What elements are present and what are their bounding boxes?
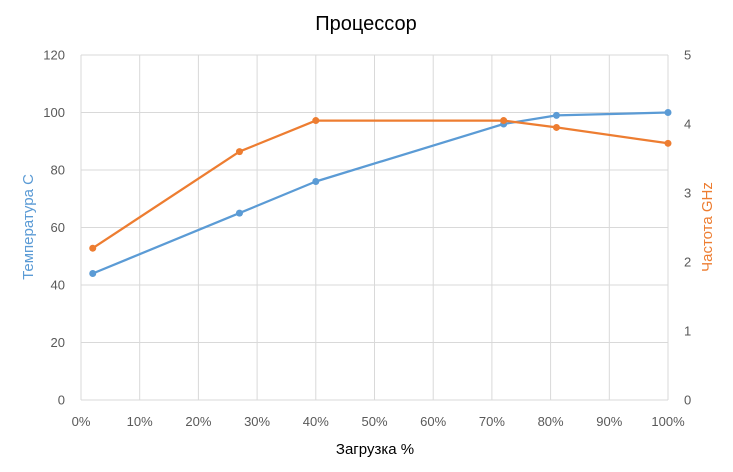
x-tick-label: 70%	[479, 414, 505, 429]
gridlines	[80, 54, 669, 401]
frequency-data-point	[664, 139, 672, 147]
y-tick-label: 0	[58, 393, 65, 408]
frequency-data-point	[552, 123, 560, 131]
y-tick-label: 100	[43, 105, 65, 120]
temperature-series-line	[91, 111, 670, 275]
y-axis-title: Температура C	[20, 174, 37, 280]
y2-tick-label: 0	[684, 393, 691, 408]
temperature-data-point	[89, 270, 97, 277]
temperature-data-point	[235, 209, 243, 217]
y2-tick-label: 1	[684, 324, 691, 339]
x-tick-label: 20%	[185, 414, 211, 429]
x-axis-title: Загрузка %	[336, 441, 414, 458]
x-tick-label: 60%	[420, 414, 446, 429]
frequency-series-line	[91, 119, 670, 250]
y-tick-label: 60	[51, 220, 65, 235]
y-tick-label: 40	[51, 278, 65, 293]
temperature-data-point	[312, 178, 320, 185]
frequency-data-point	[89, 244, 97, 252]
x-tick-label: 90%	[596, 414, 622, 429]
chart-title: Процессор	[315, 13, 416, 35]
y-tick-label: 80	[51, 163, 65, 178]
y-tick-label: 120	[43, 48, 65, 63]
series-layer	[89, 109, 672, 277]
x-tick-label: 10%	[127, 414, 153, 429]
y2-axis-title: Частота GHz	[699, 182, 716, 272]
frequency-data-point	[312, 117, 320, 125]
x-tick-label: 80%	[538, 414, 564, 429]
frequency-data-point	[500, 117, 508, 125]
y2-tick-label: 2	[684, 255, 691, 270]
y2-tick-label: 4	[684, 117, 691, 132]
x-tick-label: 50%	[361, 414, 387, 429]
temperature-data-point	[664, 109, 672, 116]
x-tick-label: 40%	[303, 414, 329, 429]
temperature-data-point	[552, 111, 560, 119]
x-tick-label: 100%	[651, 414, 685, 429]
y2-tick-label: 3	[684, 186, 691, 201]
y2-tick-label: 5	[684, 48, 691, 63]
x-tick-label: 0%	[72, 414, 91, 429]
x-tick-label: 30%	[244, 414, 270, 429]
frequency-data-point	[235, 148, 243, 156]
y-tick-label: 20	[51, 335, 65, 350]
